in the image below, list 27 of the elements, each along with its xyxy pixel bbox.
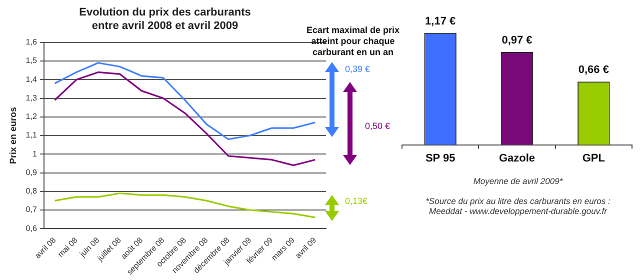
text: Meeddat - www.developpement-durable.gouv.fr (428, 206, 608, 216)
y-tick-label: 1 (32, 149, 38, 158)
y-tick-label: 1,6 (26, 38, 38, 47)
x-tick-label: SP 95 (425, 152, 456, 164)
y-tick-label: 0,8 (26, 186, 38, 196)
data-label: 0,66 € (578, 64, 609, 76)
x-tick-label: Gazole (498, 152, 536, 164)
y-tick-label: 0,9 (26, 168, 38, 177)
y-tick-label: 0,7 (26, 205, 38, 214)
annotation: Ecart maximal de prix atteint pour chaque carburant en un an (305, 25, 401, 58)
text: 0,39 € (345, 64, 370, 74)
y-tick-label: 0,6 (26, 224, 38, 233)
y-tick-label: 1,2 (26, 112, 38, 122)
data-label: 0,97 € (502, 34, 532, 47)
y-axis-title: Prix en euros (8, 106, 18, 164)
text: *Source du prix au litre des carburants en euros : (424, 196, 612, 206)
y-tick-label: 1,1 (26, 130, 38, 140)
x-tick-label: GPL (582, 152, 606, 164)
y-tick-label: 1,5 (26, 56, 38, 66)
data-label: 1,17 € (425, 15, 456, 28)
text: 0,50 € (365, 121, 390, 131)
text: Moyenne de avril 2009* (472, 176, 564, 186)
x-tick-label: mai 08 (56, 235, 80, 259)
chart-title: Evolution du prix des carburants entre avril 2008 et avril 2009 (79, 6, 251, 32)
y-tick-label: 1,4 (26, 74, 38, 84)
y-tick-label: 1,3 (26, 93, 38, 102)
text: 0,13€ (345, 196, 368, 206)
